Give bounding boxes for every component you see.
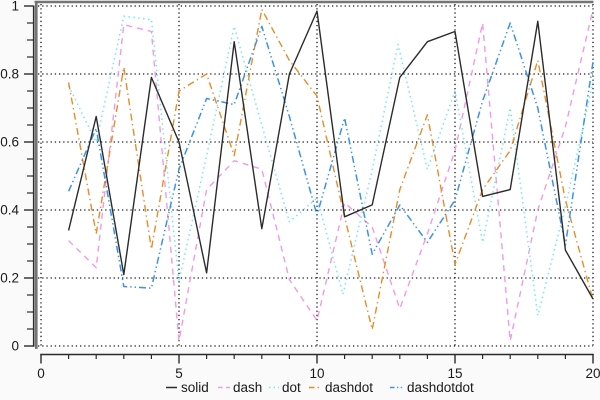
svg-text:10: 10 — [309, 366, 324, 381]
svg-text:20: 20 — [585, 366, 600, 381]
svg-text:0.6: 0.6 — [0, 135, 19, 150]
svg-text:5: 5 — [175, 366, 183, 381]
svg-text:0.8: 0.8 — [0, 67, 19, 82]
svg-text:dashdot: dashdot — [325, 380, 373, 395]
svg-text:1: 1 — [11, 0, 19, 14]
svg-text:0.2: 0.2 — [0, 271, 19, 286]
svg-text:0: 0 — [37, 366, 45, 381]
svg-text:dash: dash — [233, 380, 262, 395]
svg-text:dot: dot — [282, 380, 301, 395]
svg-text:solid: solid — [181, 380, 209, 395]
svg-text:0: 0 — [11, 339, 19, 354]
svg-text:0.4: 0.4 — [0, 203, 19, 218]
svg-text:15: 15 — [447, 366, 462, 381]
svg-text:dashdotdot: dashdotdot — [407, 380, 474, 395]
